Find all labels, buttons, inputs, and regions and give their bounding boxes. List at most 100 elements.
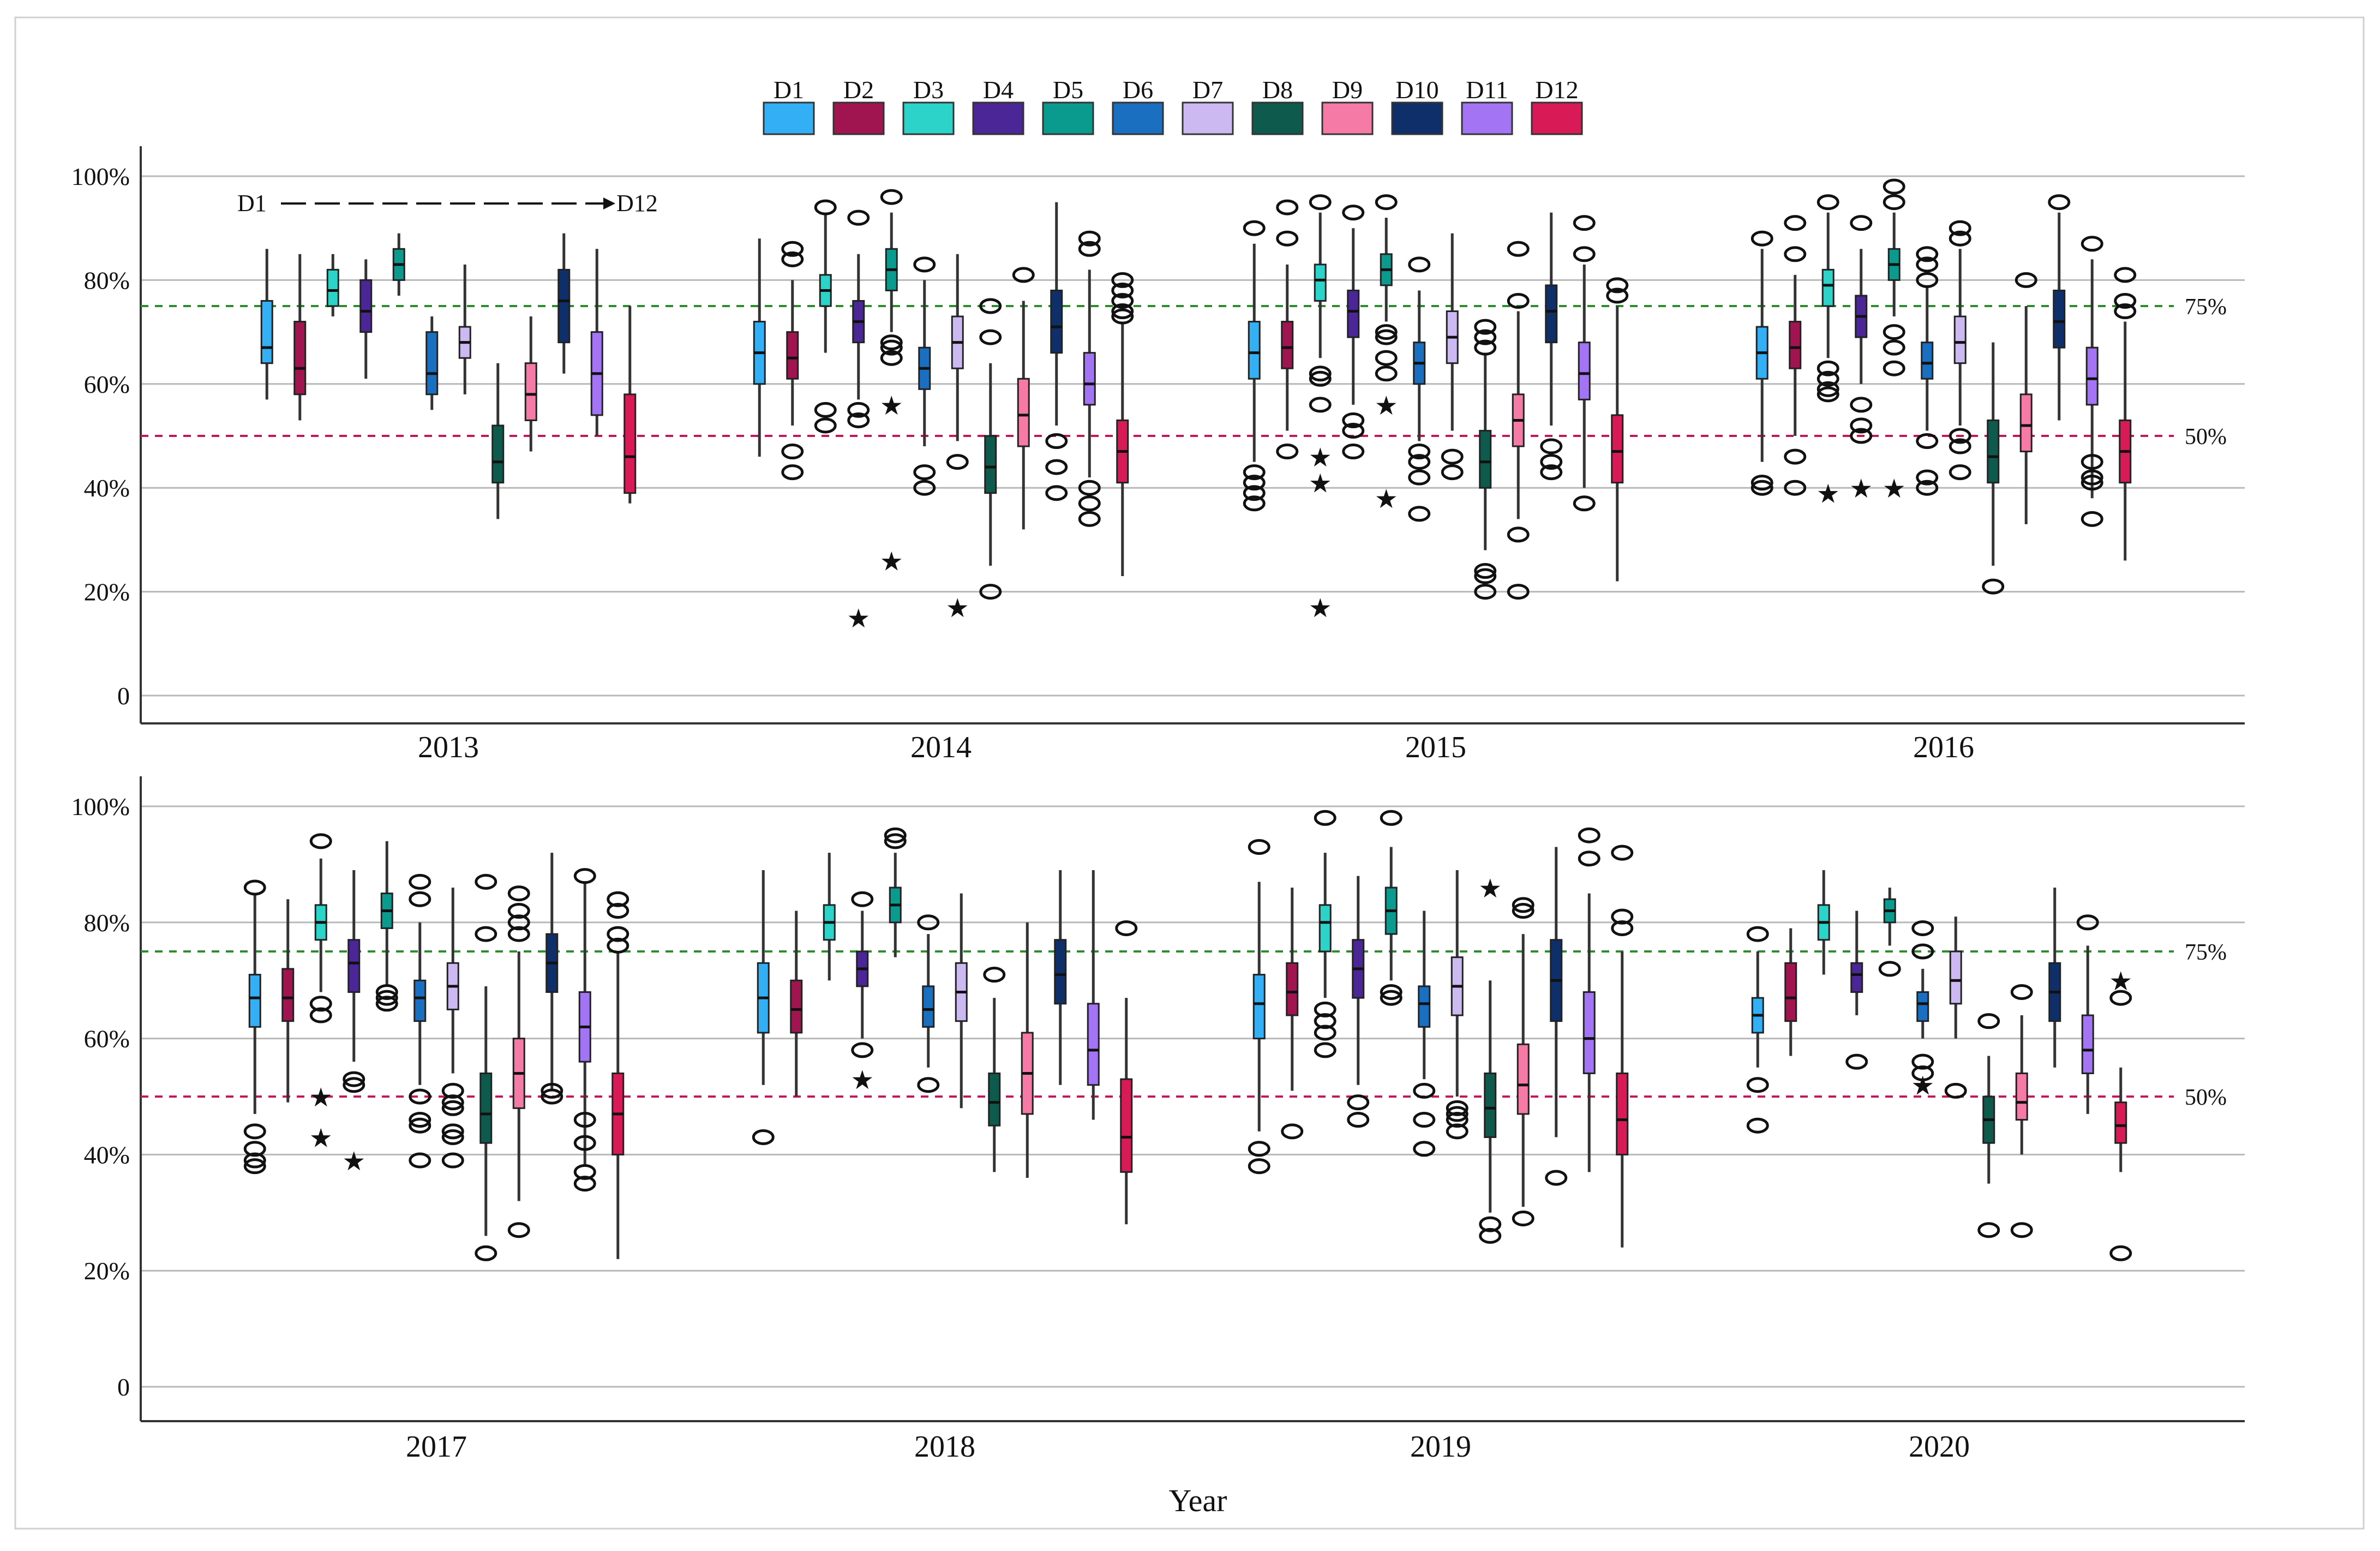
- box-2020-d7: [1944, 917, 1967, 1099]
- box-body: [1050, 289, 1063, 354]
- outlier-marker: [1243, 464, 1266, 481]
- outlier-marker: [946, 454, 969, 470]
- outlier-marker: [1540, 464, 1563, 481]
- box-2017-d12: [607, 891, 630, 1259]
- outlier-marker: [409, 1117, 431, 1134]
- y-tick-label: 0: [117, 1373, 130, 1401]
- outlier-marker: [1342, 412, 1365, 428]
- y-tick-label: 80%: [84, 266, 130, 294]
- box-body: [1087, 1003, 1100, 1086]
- box-2018-d12: [1115, 920, 1138, 1225]
- outlier-marker: [1342, 422, 1365, 439]
- box-body: [1248, 321, 1261, 380]
- extreme-marker: ★: [1309, 594, 1332, 623]
- y-tick-label: 40%: [84, 474, 130, 502]
- outlier-marker: [1078, 241, 1101, 257]
- outlier-marker: [1474, 563, 1497, 579]
- outlier-marker: [979, 584, 1002, 600]
- y-tick-label: 20%: [84, 578, 130, 606]
- box-2014-d9: [1012, 267, 1035, 530]
- legend-label-d3: D3: [913, 76, 944, 104]
- outlier-marker: [1380, 990, 1402, 1006]
- box-body: [557, 268, 571, 344]
- legend-label-d6: D6: [1123, 76, 1153, 104]
- outlier-marker: [1512, 1210, 1534, 1226]
- box-2015-d8: [1474, 319, 1497, 600]
- box-2017-d11: [573, 868, 596, 1192]
- outlier-marker: [1115, 920, 1138, 936]
- box-body: [1949, 950, 1962, 1005]
- box-2017-d5: [375, 841, 398, 1012]
- outlier-marker: [1474, 329, 1497, 345]
- outlier-marker: [1507, 584, 1530, 600]
- outlier-marker: [1977, 1222, 2000, 1238]
- box-2018-d7: [955, 893, 968, 1109]
- box-2015-d5: ★★: [1375, 194, 1398, 514]
- outlier-marker: [1507, 241, 1530, 257]
- outlier-marker: [1611, 845, 1634, 861]
- outlier-marker: [1479, 1227, 1502, 1244]
- outlier-marker: [1817, 370, 1839, 387]
- annotation-end-label: D12: [616, 190, 658, 217]
- outlier-marker: [1883, 339, 1905, 356]
- outlier-marker: [1111, 282, 1134, 298]
- box-body: [1017, 378, 1030, 447]
- outlier-marker: [607, 903, 630, 919]
- outlier-marker: [475, 1245, 497, 1261]
- box-body: [293, 321, 307, 396]
- box-2014-d3: [814, 199, 837, 434]
- extreme-marker: ★: [342, 1147, 365, 1176]
- annotation-start-label: D1: [237, 190, 267, 217]
- outlier-marker: [541, 1088, 563, 1105]
- box-2013-d2: [293, 254, 307, 421]
- box-2016-d9: [2015, 272, 2037, 524]
- legend-swatch-d1: [763, 101, 815, 135]
- box-body: [922, 985, 935, 1028]
- legend-label-d10: D10: [1395, 76, 1438, 104]
- box-2013-d7: [458, 264, 471, 394]
- box-2016-d5: ★: [1883, 178, 1906, 504]
- outlier-marker: [1012, 267, 1035, 283]
- outlier-marker: [541, 1082, 563, 1099]
- outlier-marker: [2081, 511, 2103, 527]
- box-body: [2015, 1072, 2028, 1121]
- box-2018-d11: [1087, 870, 1100, 1120]
- box-2020-d5: [1878, 887, 1901, 977]
- outlier-marker: [1545, 1170, 1568, 1186]
- panel-top: 020%40%60%80%100%75%50%2013 2014★★★★2015★…: [71, 146, 2245, 764]
- outlier-marker: [979, 329, 1002, 345]
- outlier-marker: [1512, 897, 1534, 913]
- outlier-marker: [1883, 178, 1905, 195]
- extreme-marker: ★: [1309, 444, 1332, 472]
- outlier-marker: [1606, 277, 1629, 294]
- legend-swatch-d2: [832, 101, 885, 135]
- outlier-marker: [1347, 1112, 1370, 1128]
- legend-swatch-d4: [972, 101, 1024, 135]
- outlier-marker: [607, 937, 630, 954]
- outlier-marker: [781, 241, 804, 257]
- outlier-marker: [847, 402, 870, 418]
- outlier-marker: [1850, 428, 1873, 444]
- y-tick-label: 60%: [84, 1025, 130, 1053]
- box-2015-d11: [1573, 215, 1596, 512]
- extreme-marker: ★: [2109, 967, 2132, 996]
- outlier-marker: [1248, 1141, 1270, 1157]
- outlier-marker: [1850, 397, 1873, 413]
- box-2015-d3: ★★★: [1309, 194, 1332, 623]
- y-tick-label: 60%: [84, 370, 130, 398]
- outlier-marker: [507, 1222, 530, 1238]
- outlier-marker: [1883, 324, 1905, 340]
- outlier-marker: [1845, 1053, 1868, 1070]
- box-body: [1616, 1072, 1629, 1155]
- outlier-marker: [1375, 366, 1398, 382]
- outlier-marker: [814, 402, 837, 418]
- outlier-marker: [781, 444, 804, 460]
- box-body: [326, 268, 339, 307]
- outlier-marker: [781, 251, 804, 267]
- box-2018-d4: ★: [850, 891, 874, 1095]
- box-body: [984, 435, 997, 494]
- outlier-marker: [1540, 438, 1563, 454]
- year-label-2016: 2016: [1913, 730, 1974, 764]
- outlier-marker: [2081, 469, 2103, 486]
